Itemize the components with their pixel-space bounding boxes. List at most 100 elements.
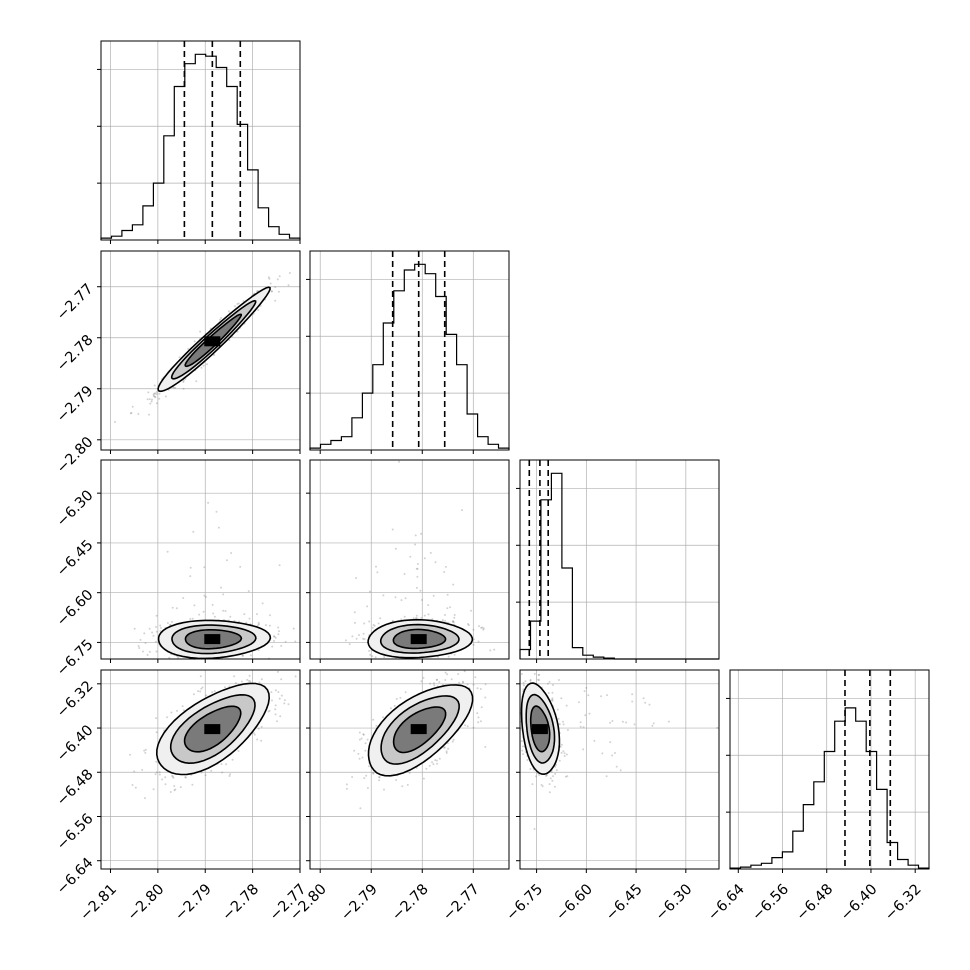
- scatter-point: [131, 405, 134, 408]
- scatter-point: [231, 758, 234, 761]
- scatter-panel-0-3: [97, 669, 301, 873]
- scatter-point: [553, 785, 556, 788]
- scatter-point: [406, 783, 409, 786]
- scatter-point: [404, 597, 407, 600]
- scatter-point: [221, 771, 224, 774]
- scatter-point: [472, 726, 475, 729]
- scatter-point: [236, 303, 239, 305]
- scatter-point: [429, 551, 432, 554]
- scatter-point: [174, 386, 177, 389]
- scatter-point: [174, 788, 177, 791]
- scatter-point: [155, 626, 157, 628]
- scatter-point: [212, 612, 215, 615]
- scatter-point: [270, 691, 273, 694]
- scatter-point: [224, 610, 227, 613]
- scatter-point: [211, 691, 214, 694]
- scatter-point: [144, 748, 147, 751]
- scatter-point: [467, 623, 469, 625]
- scatter-point: [522, 753, 525, 756]
- scatter-point: [583, 690, 586, 693]
- scatter-point: [131, 784, 134, 786]
- scatter-point: [213, 615, 216, 618]
- scatter-point: [564, 775, 567, 778]
- scatter-point: [171, 775, 174, 778]
- scatter-point: [152, 393, 155, 396]
- scatter-point: [267, 710, 270, 713]
- scatter-point: [193, 340, 196, 343]
- scatter-point: [444, 679, 447, 681]
- scatter-point: [601, 752, 604, 755]
- scatter-point: [422, 676, 425, 679]
- scatter-point: [450, 678, 453, 681]
- scatter-point: [550, 771, 553, 773]
- scatter-point: [461, 509, 463, 512]
- scatter-point: [431, 618, 434, 621]
- scatter-point: [562, 750, 565, 753]
- scatter-point: [274, 713, 277, 716]
- scatter-point: [222, 593, 225, 596]
- scatter-point: [457, 673, 460, 675]
- scatter-point: [227, 310, 230, 313]
- scatter-point: [191, 783, 194, 786]
- scatter-point: [393, 704, 396, 707]
- scatter-point: [169, 623, 172, 626]
- scatter-point: [476, 712, 479, 715]
- scatter-point: [414, 534, 417, 537]
- scatter-point: [615, 765, 618, 768]
- scatter-point: [362, 637, 365, 640]
- scatter-point: [249, 654, 252, 657]
- scatter-point: [466, 683, 469, 686]
- scatter-point: [366, 787, 369, 789]
- scatter-point: [283, 702, 286, 705]
- scatter-point: [476, 687, 479, 690]
- scatter-point: [400, 618, 403, 621]
- scatter-point: [353, 611, 356, 614]
- y-tick-label: −6.56: [54, 811, 97, 854]
- scatter-point: [144, 642, 147, 644]
- scatter-point: [288, 272, 291, 274]
- scatter-point: [372, 718, 375, 721]
- panel-frame: [309, 250, 510, 451]
- scatter-point: [129, 753, 132, 756]
- scatter-point: [447, 655, 450, 658]
- scatter-point: [538, 774, 541, 776]
- density-peak: [204, 634, 221, 645]
- scatter-point: [368, 620, 371, 623]
- scatter-point: [277, 691, 280, 693]
- scatter-point: [207, 501, 210, 504]
- scatter-point: [445, 751, 448, 754]
- scatter-point: [169, 791, 172, 793]
- scatter-point: [428, 764, 431, 767]
- scatter-panel-1-3: [306, 669, 510, 873]
- scatter-point: [378, 776, 381, 779]
- scatter-panel-0-1: [97, 250, 301, 454]
- scatter-point: [242, 654, 245, 657]
- scatter-point: [358, 738, 361, 741]
- scatter-point: [435, 678, 438, 681]
- scatter-point: [464, 724, 467, 727]
- scatter-point: [269, 282, 272, 285]
- scatter-point: [273, 635, 276, 638]
- scatter-point: [137, 645, 140, 647]
- scatter-point: [552, 684, 554, 686]
- panel-frame: [100, 459, 301, 660]
- x-tick-label: −2.78: [389, 881, 432, 924]
- scatter-point: [558, 759, 561, 762]
- scatter-point: [565, 704, 568, 707]
- scatter-point: [395, 697, 398, 700]
- scatter-point: [579, 725, 582, 728]
- scatter-point: [477, 716, 480, 719]
- scatter-point: [474, 676, 477, 679]
- scatter-point: [443, 746, 445, 749]
- scatter-point: [371, 626, 374, 629]
- scatter-point: [195, 380, 198, 383]
- scatter-point: [374, 656, 377, 659]
- scatter-point: [203, 566, 206, 569]
- scatter-point: [168, 656, 171, 659]
- scatter-point: [205, 596, 207, 598]
- scatter-point: [172, 776, 175, 779]
- scatter-point: [151, 398, 153, 401]
- scatter-point: [252, 732, 255, 734]
- scatter-point: [171, 620, 173, 623]
- scatter-point: [261, 602, 264, 605]
